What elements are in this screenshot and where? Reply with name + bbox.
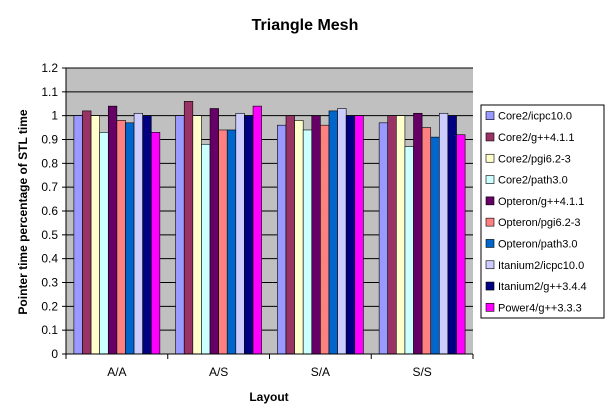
- bar: [447, 115, 457, 355]
- bar: [192, 115, 202, 355]
- legend-swatch: [485, 303, 495, 312]
- x-tick-label: A/A: [107, 365, 126, 379]
- legend-label: Opteron/g++4.1.1: [498, 196, 584, 208]
- y-tick-label: 0.8: [41, 156, 58, 170]
- y-tick-label: 1.2: [41, 61, 58, 75]
- bar: [133, 112, 143, 355]
- bar: [150, 132, 161, 355]
- x-tick-label: S/A: [311, 365, 330, 379]
- bar: [183, 101, 194, 355]
- y-tick-label: 0.7: [41, 180, 58, 194]
- bar: [285, 115, 295, 355]
- axes: 0 0.1 0.2 0.3 0.4 0.5 0.6 0.7 0.8 0.9 1 1.1 1.2 A/A A/…: [41, 61, 474, 379]
- bar: [430, 136, 440, 355]
- legend-swatch: [485, 111, 495, 120]
- y-tick-label: 1.1: [41, 85, 58, 99]
- bar: [320, 124, 330, 355]
- y-tick-label: 0.9: [41, 133, 58, 147]
- legend-label: Opteron/path3.0: [498, 238, 578, 250]
- bar: [294, 120, 304, 355]
- y-tick-label: 0: [51, 347, 58, 361]
- bar: [73, 115, 83, 355]
- legend-swatch: [485, 260, 495, 270]
- bar: [387, 115, 397, 355]
- bar: [99, 132, 109, 355]
- bar: [175, 115, 185, 355]
- bar: [235, 112, 245, 355]
- legend-swatch: [485, 132, 495, 142]
- bar: [302, 129, 313, 355]
- legend-label: Core2/path3.0: [498, 175, 568, 187]
- bar: [218, 129, 228, 355]
- legend-swatch: [485, 217, 495, 227]
- bar: [226, 129, 237, 355]
- y-tick-label: 0.6: [41, 204, 58, 218]
- legend-box: [480, 104, 605, 319]
- bar: [311, 115, 321, 355]
- bar: [125, 122, 135, 355]
- bars: [73, 101, 466, 355]
- y-axis-title: Pointer time percentage of STL time: [16, 109, 30, 314]
- bar: [90, 115, 100, 355]
- legend-label: Core2/pgi6.2-3: [498, 153, 571, 165]
- bar: [116, 120, 126, 355]
- legend-swatch: [485, 153, 495, 163]
- legend-swatch: [485, 196, 495, 206]
- y-tick-label: 1: [51, 109, 58, 123]
- chart-title: Triangle Mesh: [252, 17, 359, 34]
- legend-label: Itanium2/g++3.4.4: [498, 281, 587, 293]
- legend-label: Opteron/pgi6.2-3: [498, 217, 581, 229]
- y-tick-label: 0.1: [41, 323, 58, 337]
- bar: [142, 115, 152, 355]
- y-tick-label: 0.2: [41, 299, 58, 313]
- bar: [244, 115, 254, 355]
- bar: [396, 115, 406, 355]
- bar: [82, 110, 92, 355]
- legend-label: Core2/icpc10.0: [498, 111, 572, 123]
- bar: [421, 127, 432, 355]
- legend: Core2/icpc10.0 Core2/g++4.1.1 Core2/pgi6.2…: [480, 104, 605, 319]
- bar: [252, 105, 262, 355]
- legend-label: Core2/g++4.1.1: [498, 132, 574, 144]
- y-tick-label: 0.4: [41, 252, 58, 266]
- bar: [354, 115, 364, 355]
- legend-label: Itanium2/icpc10.0: [498, 260, 584, 272]
- y-tick-label: 0.5: [41, 228, 58, 242]
- legend-swatch: [485, 239, 495, 248]
- legend-swatch: [485, 175, 495, 184]
- bar: [378, 122, 389, 355]
- bar: [413, 112, 423, 355]
- bar: [107, 105, 118, 355]
- bar: [456, 134, 466, 355]
- bar: [337, 108, 347, 355]
- x-tick-label: S/S: [412, 365, 431, 379]
- x-axis-title: Layout: [249, 390, 288, 404]
- legend-label: Power4/g++3.3.3: [498, 302, 582, 314]
- bar: [328, 110, 338, 355]
- bar: [209, 108, 219, 355]
- legend-swatch: [485, 281, 495, 291]
- y-tick-label: 0.3: [41, 276, 58, 290]
- bar: [439, 112, 449, 355]
- bar: [345, 115, 356, 355]
- x-tick-label: A/S: [209, 365, 228, 379]
- bar: [277, 124, 287, 355]
- bar: [404, 146, 414, 355]
- bar: [201, 143, 211, 355]
